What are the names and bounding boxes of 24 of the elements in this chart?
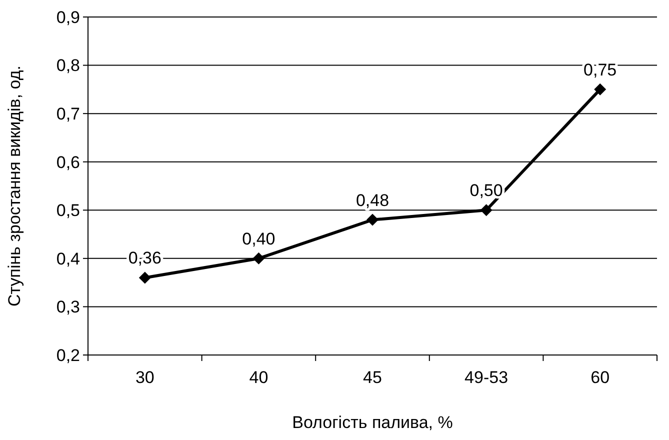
y-tick-label: 0,2	[56, 346, 80, 365]
y-tick-label: 0,8	[56, 56, 80, 76]
y-tick-label: 0,7	[56, 104, 80, 124]
y-tick-label: 0,4	[56, 249, 80, 268]
point	[594, 83, 606, 96]
data-label: 0,40	[242, 229, 276, 248]
data-label: 0,50	[470, 181, 503, 200]
point	[138, 272, 151, 284]
x-tick-label: 60	[590, 368, 610, 387]
point	[480, 204, 492, 216]
x-axis-title: Вологість палива, %	[292, 413, 453, 432]
x-tick-label: 30	[135, 368, 154, 387]
y-tick-label: 0,9	[56, 8, 80, 27]
y-tick-label: 0,3	[56, 298, 80, 317]
data-label: 0,75	[584, 60, 617, 80]
y-tick-label: 0,6	[56, 152, 80, 172]
point	[366, 214, 378, 226]
x-tick-label: 40	[249, 368, 268, 387]
x-tick-label: 45	[363, 368, 382, 387]
point	[252, 252, 265, 264]
x-tick-label: 49-53	[464, 368, 508, 387]
data-label: 0,48	[356, 190, 390, 210]
y-tick-label: 0,5	[56, 201, 80, 220]
y-axis-title: Ступінь зростання викидів, од.	[5, 65, 24, 307]
